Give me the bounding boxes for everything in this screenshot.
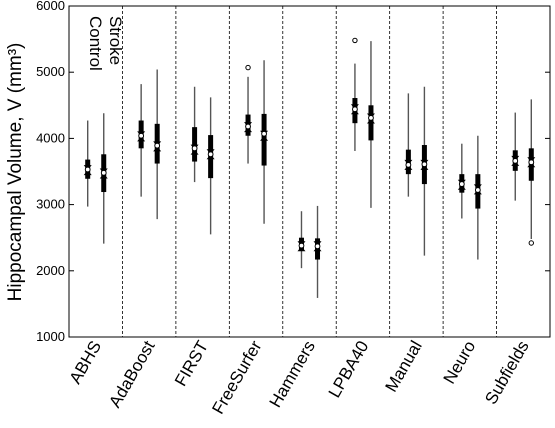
legend: Control Stroke (86, 16, 125, 71)
x-category-label: Subfields (481, 338, 532, 408)
mean-marker (512, 158, 519, 164)
legend-label-stroke: Stroke (106, 16, 125, 65)
mean-marker (528, 159, 535, 166)
x-category-label: FIRST (171, 338, 212, 390)
mean-marker (298, 242, 305, 249)
median-marker-bottom (420, 164, 429, 170)
plot-frame (68, 5, 551, 338)
y-tick-label: 5000 (36, 64, 65, 79)
median-marker-bottom (153, 146, 162, 152)
x-category-label: Neuro (440, 338, 480, 388)
mean-marker (84, 166, 91, 173)
x-category-label: Hammers (266, 338, 319, 411)
median-marker-bottom (83, 170, 92, 176)
mean-marker (207, 151, 214, 158)
y-axis-title: Hippocampal Volume, V (mm³) (5, 43, 26, 302)
mean-marker (458, 181, 465, 187)
median-marker-bottom (99, 173, 108, 179)
x-category-label: Manual (382, 338, 426, 396)
x-category-label: FreeSurfer (208, 337, 265, 417)
y-tick-label: 1000 (36, 329, 65, 344)
legend-label-control: Control (86, 16, 105, 71)
mean-marker (421, 161, 428, 168)
outlier-point (528, 240, 534, 246)
y-tick-label: 4000 (36, 130, 65, 145)
mean-marker (100, 169, 107, 176)
outlier-point (245, 64, 251, 71)
median-marker-bottom (137, 136, 146, 142)
median-marker-bottom (297, 246, 306, 252)
box-iqr (192, 127, 198, 162)
mean-marker (474, 187, 481, 193)
outlier-point (352, 37, 358, 44)
median-marker-bottom (244, 127, 253, 133)
mean-marker (352, 106, 358, 113)
median-marker-bottom (366, 118, 375, 124)
x-category-label: LPBA40 (325, 338, 373, 402)
median-marker-top (473, 184, 482, 190)
median-marker-bottom (190, 149, 199, 155)
mean-marker (191, 145, 198, 152)
median-marker-bottom (457, 184, 466, 190)
median-marker-bottom (260, 135, 269, 141)
mean-marker (261, 130, 267, 137)
y-tick-label: 2000 (36, 263, 65, 278)
mean-marker (314, 243, 321, 250)
y-tick-label: 6000 (36, 0, 65, 13)
x-category-label: ABHS (66, 338, 106, 388)
x-category-label: AdaBoost (105, 337, 158, 411)
mean-marker (154, 142, 161, 149)
mean-marker (405, 161, 412, 168)
mean-marker (138, 132, 145, 139)
mean-marker (368, 114, 374, 121)
y-tick-label: 3000 (36, 197, 65, 212)
mean-marker (245, 123, 251, 130)
